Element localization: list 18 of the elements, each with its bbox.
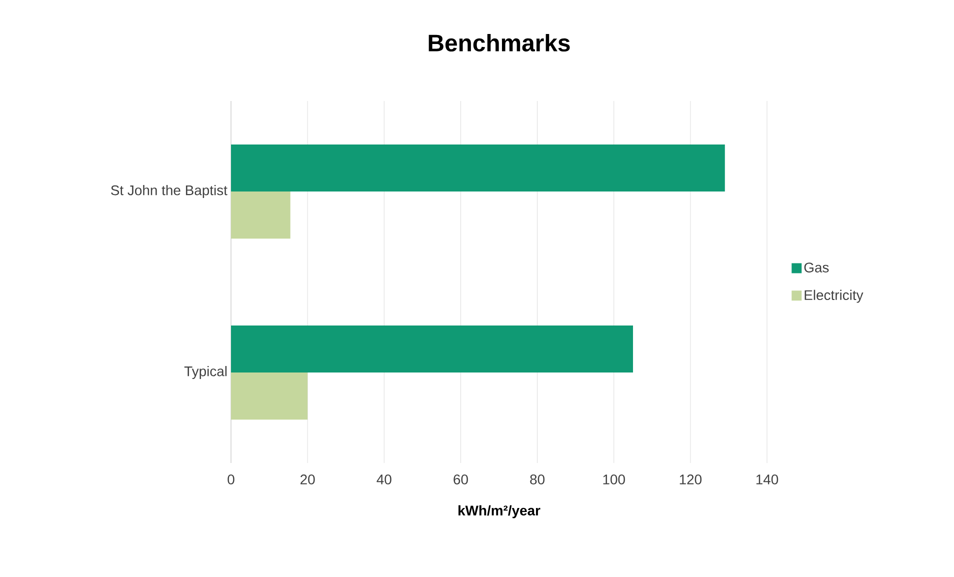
bar	[231, 325, 634, 373]
x-tick-label: 80	[530, 474, 545, 484]
bar	[231, 144, 725, 192]
x-tick-label: 20	[300, 474, 315, 484]
x-tick-label: 40	[376, 474, 392, 484]
x-tick-label: 120	[680, 474, 702, 484]
x-tick-label: 140	[756, 474, 778, 484]
legend-label: Electricity	[804, 290, 864, 303]
x-tick-label: 60	[454, 474, 468, 484]
legend-label: Gas	[804, 262, 829, 272]
y-tick-label: St John the Baptist	[111, 184, 228, 198]
chart-title: Benchmarks	[428, 34, 570, 52]
x-tick-label: 0	[228, 474, 234, 484]
x-tick-label: 100	[603, 474, 625, 484]
x-axis-title: kWh/m²/year	[458, 505, 540, 518]
bar	[231, 372, 308, 420]
bar	[231, 192, 290, 239]
y-tick-label: Typical	[184, 366, 227, 379]
